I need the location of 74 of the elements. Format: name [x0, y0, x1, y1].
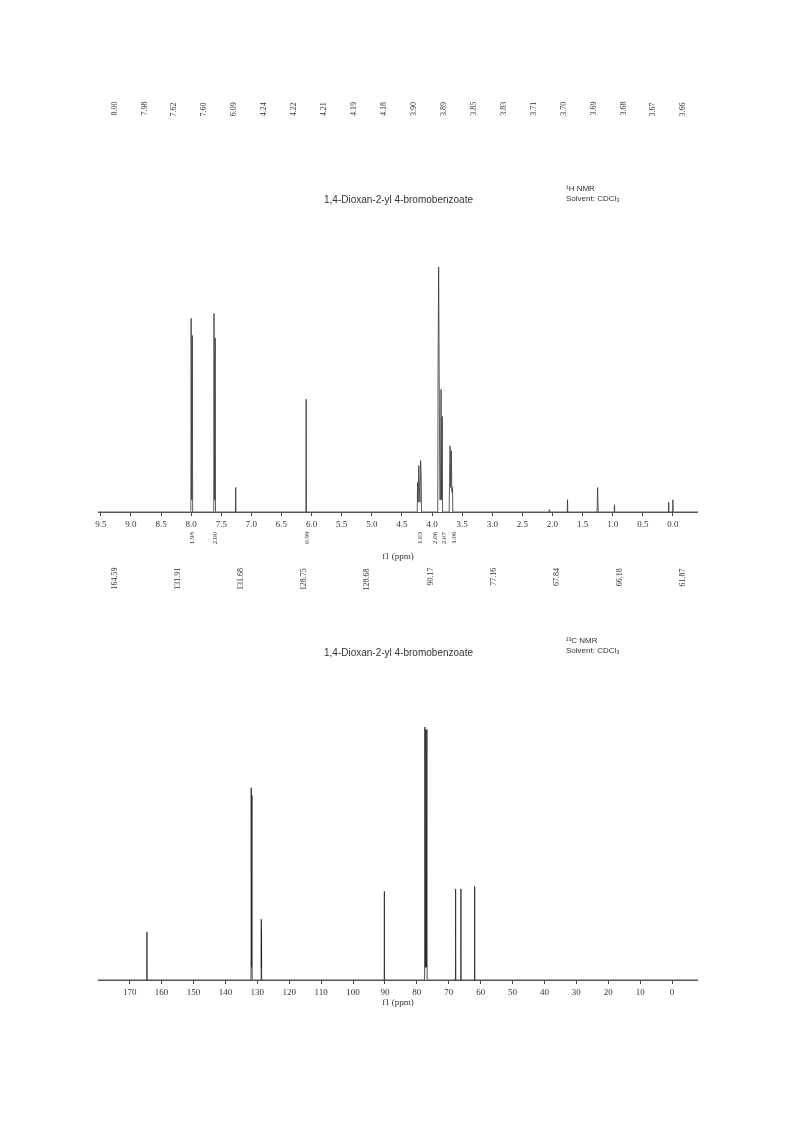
x-tick-label: 5.5 [336, 518, 348, 529]
text: 90.17 [425, 567, 435, 586]
text: 3.83 [498, 101, 508, 116]
x-tick-label: 3.5 [456, 518, 469, 529]
x-tick-label: 110 [314, 986, 329, 997]
text: 3.70 [558, 101, 568, 116]
text: 3.66 [678, 102, 688, 117]
x-tick-label: 6.0 [305, 518, 318, 529]
text: 61.87 [678, 568, 688, 587]
text: 128.75 [299, 568, 309, 591]
x-tick-label: 9.5 [95, 518, 107, 529]
x-tick-label: 3.0 [486, 518, 499, 529]
chart-title: 1,4-Dioxan-2-yl 4-bromobenzoate [324, 194, 474, 205]
x-tick-label: 80 [412, 986, 422, 997]
text: 3.68 [618, 101, 628, 116]
x-axis-title: f1 (ppm) [382, 996, 414, 1007]
x-tick-label: 0.0 [667, 518, 680, 529]
x-tick-label: 10 [635, 986, 646, 997]
x-tick-label: 4.5 [396, 518, 409, 529]
text: 4.21 [319, 102, 329, 117]
text: 131.91 [172, 567, 182, 590]
x-tick-label: 50 [508, 986, 518, 997]
x-tick-label: 0.5 [637, 518, 649, 529]
text: 3.89 [438, 101, 448, 116]
text: 3.69 [588, 101, 598, 116]
text: 6.09 [229, 102, 239, 117]
text: 8.00 [109, 101, 119, 116]
text: 164.59 [109, 567, 119, 590]
x-tick-label: 7.0 [245, 518, 258, 529]
text: 7.98 [139, 101, 149, 116]
x-tick-label: 70 [444, 986, 454, 997]
x-tick-label: 30 [571, 986, 582, 997]
x-tick-label: 6.5 [275, 518, 288, 529]
x-tick-label: 0 [669, 986, 675, 997]
text: 3.90 [408, 101, 418, 116]
text: 4.19 [349, 102, 359, 117]
x-tick-label: 9.0 [125, 518, 138, 529]
x-tick-label: 160 [154, 986, 169, 997]
text: 7.60 [199, 102, 209, 117]
chart-title: 1,4-Dioxan-2-yl 4-bromobenzoate [324, 647, 474, 658]
text: 4.18 [379, 102, 389, 117]
x-tick-label: 5.0 [366, 518, 378, 529]
x-tick-label: 7.5 [215, 518, 228, 529]
x-axis-title: f1 (ppm) [382, 550, 414, 561]
x-tick-label: 120 [282, 986, 297, 997]
x-tick-label: 170 [122, 986, 137, 997]
x-tick-label: 1.0 [607, 518, 619, 529]
x-tick-label: 60 [476, 986, 486, 997]
x-tick-label: 8.5 [155, 518, 168, 529]
text: 3.71 [528, 101, 538, 116]
text: 7.62 [169, 102, 179, 117]
x-tick-label: 100 [346, 986, 361, 997]
x-tick-label: 150 [186, 986, 201, 997]
text: 77.16 [488, 567, 498, 586]
x-tick-label: 140 [218, 986, 233, 997]
x-tick-label: 8.0 [185, 518, 198, 529]
text: 4.24 [259, 102, 269, 117]
x-tick-label: 90 [380, 986, 390, 997]
text: 131.68 [236, 568, 245, 590]
text: 66.18 [615, 568, 625, 587]
x-tick-label: 130 [250, 986, 265, 997]
text: 3.67 [648, 102, 658, 117]
text: 3.85 [468, 101, 478, 116]
text: 67.84 [552, 568, 561, 586]
x-tick-label: 4.0 [426, 518, 439, 529]
chart-subtitle: ¹³C NMR Solvent: CDCl₃ [566, 636, 620, 656]
x-tick-label: 2.5 [516, 518, 529, 529]
text: 128.68 [362, 568, 372, 591]
chart-subtitle: ¹H NMR Solvent: CDCl₃ [566, 184, 620, 204]
x-tick-label: 2.0 [546, 518, 559, 529]
x-tick-label: 20 [603, 986, 614, 997]
x-tick-label: 1.5 [576, 518, 589, 529]
x-tick-label: 40 [539, 986, 550, 997]
text: 4.22 [289, 102, 299, 117]
